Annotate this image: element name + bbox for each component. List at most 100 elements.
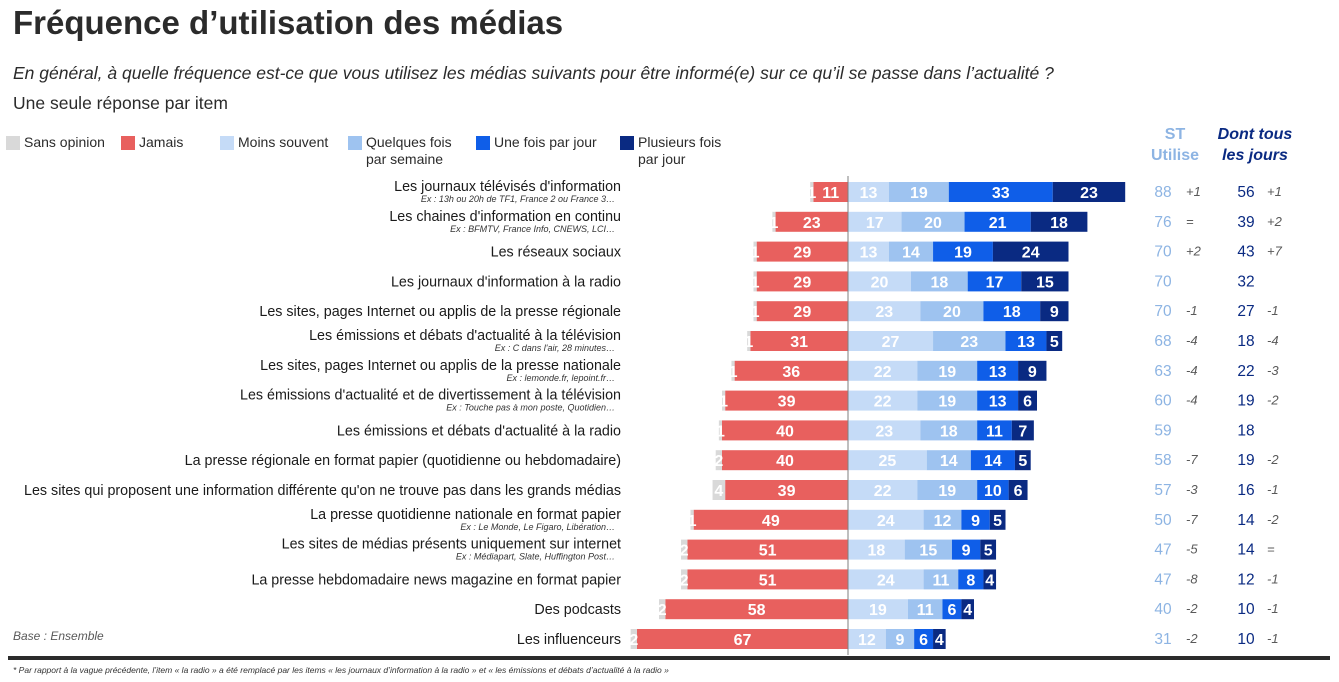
bar-label-moins-souvent: 24	[877, 572, 895, 589]
bar-moins-souvent	[848, 331, 934, 351]
legend-swatch-quelques-fois	[348, 136, 362, 150]
bar-plusieurs-fois	[980, 539, 997, 560]
bar-jamais	[725, 480, 848, 500]
bar-label-une-fois: 33	[992, 185, 1010, 202]
bar-label-jamais: 67	[734, 632, 752, 649]
bar-jamais	[775, 211, 848, 232]
bar-moins-souvent	[848, 450, 927, 471]
bar-quelques-fois	[923, 509, 962, 530]
bar-jamais	[636, 629, 848, 649]
bar-moins-souvent	[848, 182, 889, 202]
bar-jamais	[750, 331, 848, 351]
bar-label-jamais: 36	[782, 364, 800, 381]
st-utilise-delta: -1	[1186, 303, 1198, 318]
st-utilise-delta: -7	[1186, 452, 1198, 467]
st-utilise-value: 47	[1154, 571, 1171, 588]
bar-label-plusieurs-fois: 5	[1050, 334, 1059, 351]
dont-tous-les-jours-value: 14	[1237, 512, 1255, 529]
dont-tous-les-jours-value: 16	[1237, 482, 1254, 499]
bar-label-quelques-fois: 12	[934, 513, 952, 530]
bar-label-jamais: 29	[793, 274, 811, 291]
survey-question: En général, à quelle fréquence est-ce qu…	[13, 63, 1054, 83]
bar-label-moins-souvent: 25	[878, 453, 896, 470]
st-utilise-value: 70	[1154, 303, 1172, 320]
bar-quelques-fois	[923, 569, 959, 590]
bar-label-moins-souvent: 22	[874, 394, 892, 411]
bar-label-moins-souvent: 17	[866, 215, 884, 232]
bar-quelques-fois	[885, 629, 915, 649]
dont-tous-les-jours-value: 19	[1237, 452, 1254, 469]
bar-sans-opinion	[731, 360, 735, 381]
bar-label-plusieurs-fois: 15	[1036, 274, 1054, 291]
dont-tous-les-jours-delta: -1	[1267, 303, 1279, 318]
dont-tous-les-jours-delta: -2	[1267, 512, 1279, 527]
row-sublabel: Ex : 13h ou 20h de TF1, France 2 ou Fran…	[421, 194, 615, 204]
dont-tous-les-jours-value: 10	[1237, 631, 1255, 648]
bar-jamais	[734, 360, 848, 381]
bar-label-quelques-fois: 23	[960, 334, 978, 351]
bar-label-moins-souvent: 18	[867, 543, 885, 560]
legend-swatch-sans-opinion	[6, 136, 20, 150]
bar-label-plusieurs-fois: 24	[1022, 245, 1040, 262]
bar-jamais	[813, 182, 848, 202]
bar-sans-opinion	[659, 599, 666, 620]
bar-label-jamais: 51	[759, 543, 777, 560]
bar-label-quelques-fois: 19	[938, 394, 956, 411]
dont-tous-les-jours-value: 56	[1237, 184, 1254, 201]
row-label: Les influenceurs	[517, 632, 621, 648]
legend-label-une-fois: Une fois par jour	[494, 134, 597, 150]
bar-label-plusieurs-fois: 7	[1018, 423, 1027, 440]
dont-tous-les-jours-value: 18	[1237, 422, 1254, 439]
bar-label-sans-opinion: 1	[770, 215, 779, 232]
bar-sans-opinion	[747, 331, 751, 351]
dont-tous-les-jours-value: 43	[1237, 244, 1254, 261]
bar-label-jamais: 58	[748, 602, 766, 619]
bar-label-moins-souvent: 23	[875, 423, 893, 440]
bar-sans-opinion	[681, 539, 688, 560]
bar-label-sans-opinion: 1	[688, 513, 697, 530]
bar-label-quelques-fois: 14	[940, 453, 958, 470]
dont-tous-les-jours-value: 32	[1237, 273, 1254, 290]
dont-tous-les-jours-delta: -1	[1267, 631, 1279, 646]
dont-tous-les-jours-delta: +1	[1267, 184, 1282, 199]
bar-quelques-fois	[926, 450, 971, 471]
bar-jamais	[722, 420, 848, 441]
bar-moins-souvent	[848, 509, 924, 530]
st-utilise-value: 31	[1154, 631, 1171, 648]
bar-label-sans-opinion: 1	[716, 423, 725, 440]
row-sublabel: Ex : Touche pas à mon poste, Quotidien…	[446, 403, 615, 413]
bar-label-une-fois: 13	[989, 394, 1007, 411]
bar-label-jamais: 29	[793, 245, 811, 262]
bar-label-sans-opinion: 2	[680, 543, 689, 560]
dont-tous-les-jours-delta: +7	[1267, 244, 1283, 259]
bar-quelques-fois	[907, 599, 943, 620]
bar-quelques-fois	[888, 182, 949, 202]
row-label: Les sites, pages Internet ou applis de l…	[259, 304, 621, 320]
row-label: Les émissions d'actualité et de divertis…	[240, 388, 621, 404]
dont-tous-les-jours-value: 10	[1237, 601, 1255, 618]
bar-une-fois	[933, 241, 993, 262]
bar-label-plusieurs-fois: 5	[993, 513, 1002, 530]
row-label: Des podcasts	[534, 602, 621, 618]
bar-label-une-fois: 18	[1003, 304, 1021, 321]
legend-swatch-plusieurs-fois	[620, 136, 634, 150]
footnote: * Par rapport à la vague précédente, l’i…	[13, 665, 669, 675]
dont-tous-les-jours-value: 19	[1237, 393, 1254, 410]
bar-label-jamais: 23	[803, 215, 821, 232]
bar-une-fois	[977, 420, 1012, 441]
bar-label-moins-souvent: 24	[877, 513, 895, 530]
bar-label-sans-opinion: 1	[751, 245, 760, 262]
bar-label-une-fois: 17	[986, 274, 1004, 291]
dont-tous-les-jours-header: Dont tous les jours	[1217, 126, 1293, 164]
bar-label-une-fois: 13	[1017, 334, 1035, 351]
st-utilise-delta: -5	[1186, 542, 1198, 557]
st-utilise-delta: -4	[1186, 363, 1198, 378]
bar-label-plusieurs-fois: 6	[1023, 394, 1032, 411]
bar-jamais	[687, 539, 848, 560]
bar-label-plusieurs-fois: 5	[1018, 453, 1027, 470]
row-label: Les sites de médias présents uniquement …	[282, 537, 621, 553]
bar-une-fois	[977, 480, 1009, 500]
bar-plusieurs-fois	[1014, 450, 1031, 471]
bar-label-une-fois: 19	[954, 245, 972, 262]
dont-tous-les-jours-value: 22	[1237, 363, 1254, 380]
